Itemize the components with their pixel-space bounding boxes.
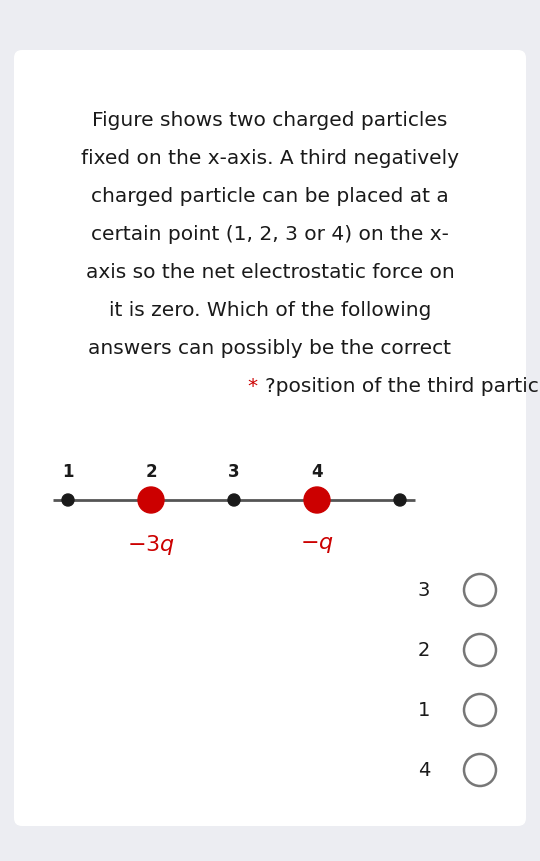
- Text: 3: 3: [417, 580, 430, 599]
- Text: charged particle can be placed at a: charged particle can be placed at a: [91, 187, 449, 206]
- Text: *: *: [248, 376, 265, 395]
- Text: certain point (1, 2, 3 or 4) on the x-: certain point (1, 2, 3 or 4) on the x-: [91, 225, 449, 244]
- Text: axis so the net electrostatic force on: axis so the net electrostatic force on: [86, 263, 454, 282]
- Text: 2: 2: [145, 463, 157, 481]
- FancyBboxPatch shape: [14, 50, 526, 826]
- Text: $-3q$: $-3q$: [127, 533, 175, 557]
- Circle shape: [138, 487, 164, 513]
- Circle shape: [304, 487, 330, 513]
- Text: answers can possibly be the correct: answers can possibly be the correct: [89, 338, 451, 357]
- Text: 4: 4: [417, 760, 430, 779]
- Text: it is zero. Which of the following: it is zero. Which of the following: [109, 300, 431, 319]
- Text: 1: 1: [62, 463, 74, 481]
- Text: 2: 2: [417, 641, 430, 660]
- Text: 1: 1: [417, 701, 430, 720]
- Text: ?position of the third particle: ?position of the third particle: [265, 376, 540, 395]
- Circle shape: [394, 494, 406, 506]
- Circle shape: [62, 494, 74, 506]
- Circle shape: [228, 494, 240, 506]
- Text: 4: 4: [311, 463, 323, 481]
- Text: $-q$: $-q$: [300, 535, 334, 555]
- Text: 3: 3: [228, 463, 240, 481]
- Text: Figure shows two charged particles: Figure shows two charged particles: [92, 110, 448, 129]
- Text: fixed on the x-axis. A third negatively: fixed on the x-axis. A third negatively: [81, 148, 459, 168]
